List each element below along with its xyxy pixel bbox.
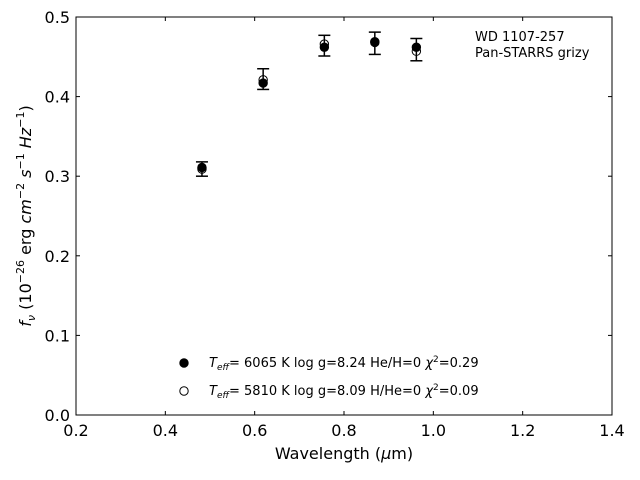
y-label-exp26: −26	[14, 260, 27, 283]
y-label-erg: erg	[16, 224, 35, 260]
y-label-close: )	[16, 105, 35, 111]
y-label-exp2: −2	[14, 183, 27, 199]
data-markers	[197, 36, 422, 174]
y-tick-label: 0.2	[45, 247, 70, 266]
annotation-line-2: Pan-STARRS grizy	[475, 46, 590, 61]
y-tick-label: 0.0	[45, 406, 70, 425]
y-tick-label: 0.5	[45, 8, 70, 27]
legend-entry-1: Teff= 6065 K log g=8.24 He/H=0 χ2=0.29	[209, 355, 479, 373]
x-axis-label-mu: μ	[380, 444, 391, 463]
annotation-line-1: WD 1107-257	[475, 30, 565, 45]
x-tick-label: 0.8	[331, 421, 356, 440]
legend-entry-2: Teff= 5810 K log g=8.09 H/He=0 χ2=0.09	[209, 383, 479, 401]
y-label-exp1a: −1	[14, 153, 27, 169]
y-label-f: f	[16, 319, 35, 327]
x-tick-label: 0.6	[242, 421, 267, 440]
open-data-point	[197, 164, 207, 174]
x-axis-label-text: Wavelength (	[275, 444, 381, 463]
x-axis-label-unit: m)	[391, 444, 413, 463]
y-label-open: (10	[16, 283, 35, 315]
y-label-exp1b: −1	[14, 112, 27, 128]
open-data-point	[411, 46, 422, 56]
x-tick-label: 0.4	[153, 421, 178, 440]
legend-marker-open	[179, 386, 189, 396]
y-label-hz: Hz	[16, 127, 35, 153]
filled-data-point	[258, 78, 268, 88]
y-tick-label: 0.4	[45, 88, 70, 107]
x-tick-label: 0.2	[63, 421, 88, 440]
open-data-point	[370, 37, 380, 48]
open-data-point	[258, 75, 268, 85]
x-axis-label: Wavelength (μm)	[275, 444, 413, 463]
filled-data-point	[319, 42, 330, 52]
y-tick-label: 0.3	[45, 167, 70, 186]
x-tick-label: 1.4	[599, 421, 624, 440]
y-axis-label: fν (10−26 erg cm−2 s−1 Hz−1)	[14, 105, 38, 326]
y-label-s: s	[16, 170, 35, 183]
y-tick-label: 0.1	[45, 326, 70, 345]
open-data-point	[319, 39, 330, 49]
y-label-cm: cm	[16, 199, 35, 223]
x-tick-label: 1.2	[510, 421, 535, 440]
legend-marker-filled	[179, 358, 189, 368]
error-bars	[195, 31, 423, 177]
y-label-nu: ν	[25, 315, 38, 321]
axis-ticks: 0.2 0.4 0.6 0.8 1.0 1.2 1.4 0.0 0.1 0.2 0.3 0.4 0.5	[45, 8, 625, 440]
legend: Teff= 6065 K log g=8.24 He/H=0 χ2=0.29 T…	[179, 355, 479, 401]
x-tick-label: 1.0	[421, 421, 446, 440]
